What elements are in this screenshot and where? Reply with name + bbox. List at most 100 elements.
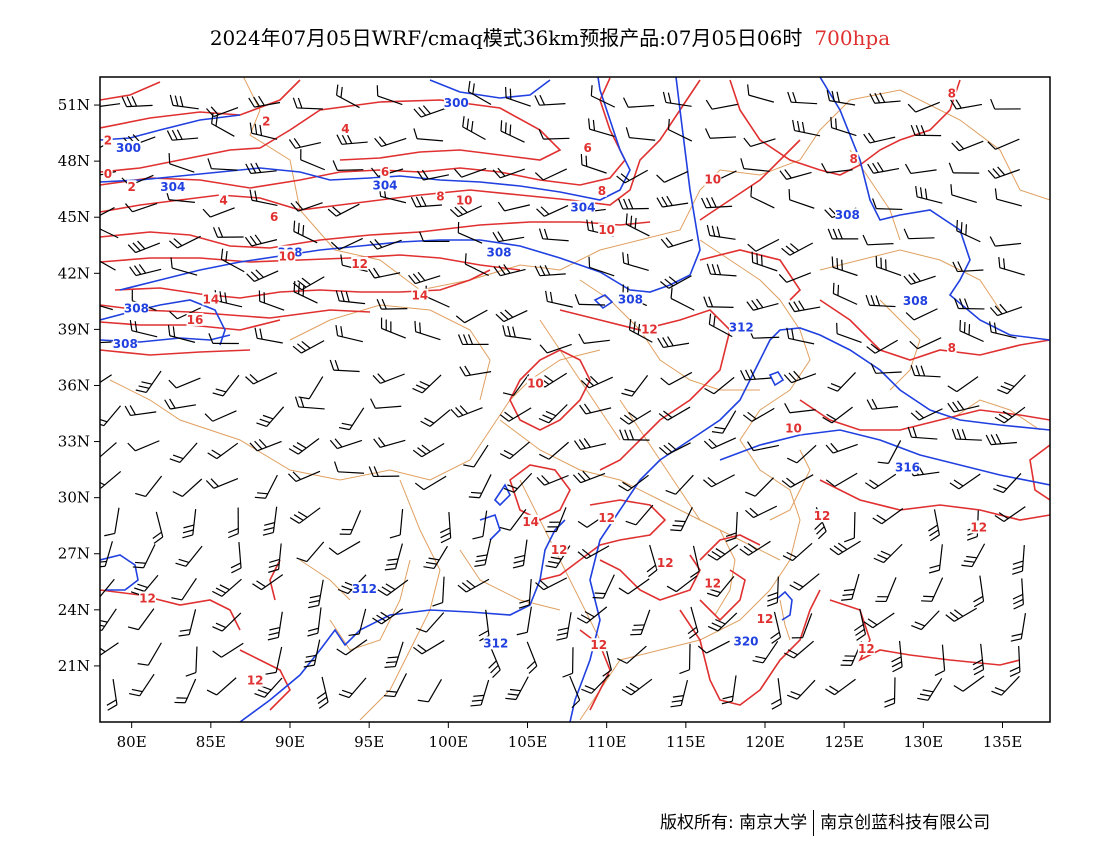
wind-barb: [376, 298, 408, 310]
contour-label: 12: [704, 577, 721, 591]
wind-barb: [413, 639, 445, 655]
wind-barb: [534, 265, 566, 277]
wind-barb: [909, 337, 942, 350]
wind-barb: [867, 162, 900, 174]
wind-barb: [786, 327, 815, 345]
wind-barb: [182, 509, 197, 539]
wind-barb: [950, 184, 977, 204]
wind-barb: [740, 369, 772, 381]
copyright-right: 南京创蓝科技有限公司: [820, 813, 991, 833]
contour-label: 312: [729, 320, 754, 334]
wind-barb: [618, 578, 650, 595]
contour-label-bg: [372, 178, 398, 192]
wind-barb: [884, 677, 896, 708]
contour-label-bg: [103, 133, 113, 147]
wind-barb: [228, 507, 239, 539]
wind-barb: [467, 80, 492, 106]
wind-barb: [990, 98, 1021, 110]
wind-barb: [706, 576, 735, 598]
wind-barb: [574, 294, 606, 306]
wind-barb: [100, 103, 121, 107]
wind-barb: [178, 609, 197, 637]
wind-barb: [372, 373, 405, 384]
wind-barb: [707, 544, 739, 561]
wind-barb: [249, 122, 278, 140]
wind-barb: [470, 679, 490, 707]
contour-label-bg: [340, 122, 351, 136]
contour-label: 316: [895, 461, 920, 475]
wind-barb: [432, 576, 445, 607]
lon-label: 105E: [508, 733, 548, 751]
wind-barb: [327, 203, 360, 217]
wind-barb: [750, 185, 775, 209]
wind-barb: [689, 545, 700, 578]
wind-barb: [667, 118, 693, 142]
wind-barb: [747, 84, 775, 103]
wind-barb: [746, 298, 779, 311]
wind-barb: [829, 540, 861, 556]
wind-barb: [374, 136, 407, 148]
wind-barb: [457, 222, 483, 244]
contour-label-bg: [550, 542, 568, 556]
wind-barb: [423, 545, 448, 570]
lon-label: 125E: [824, 733, 864, 751]
wind-barb: [875, 255, 902, 277]
wind-barb: [827, 228, 859, 240]
wind-barb: [703, 296, 734, 308]
wind-barb: [369, 239, 402, 250]
wind-barb: [907, 101, 940, 113]
wind-barb: [870, 363, 902, 374]
wind-barb: [536, 205, 569, 217]
wind-barb: [185, 646, 198, 677]
lat-label: 21N: [58, 657, 90, 675]
contour-label: 12: [351, 257, 368, 271]
wind-barb: [791, 613, 813, 639]
wind-barb: [911, 610, 940, 631]
contour-label-bg: [218, 193, 229, 207]
wind-barb: [449, 204, 483, 218]
wind-barb: [372, 608, 404, 625]
lat-label: 48N: [58, 152, 90, 170]
wind-barb: [953, 675, 985, 692]
wind-barb: [747, 238, 780, 252]
contour-label: 308: [835, 208, 860, 222]
contour-label-bg: [947, 340, 957, 354]
wind-barb: [994, 188, 1022, 207]
lat-label: 33N: [58, 433, 90, 451]
wind-barb: [670, 506, 693, 532]
wind-barb: [743, 137, 776, 148]
wind-barb: [539, 441, 569, 460]
contour-label-bg: [116, 140, 141, 154]
wind-barb: [100, 260, 116, 271]
wind-barb: [505, 676, 529, 701]
contour-label-bg: [483, 636, 509, 650]
contour-label: 8: [436, 190, 444, 204]
wind-barb: [106, 679, 118, 711]
wind-barb: [332, 160, 364, 171]
contour-label-bg: [202, 292, 220, 306]
wind-barb: [739, 540, 771, 556]
wind-barb: [670, 679, 689, 708]
wind-barb: [208, 333, 239, 345]
wind-barb: [328, 540, 361, 556]
wind-barb: [766, 576, 779, 607]
wind-barb: [826, 89, 856, 106]
wind-barb: [590, 85, 616, 108]
wind-barb: [100, 217, 119, 239]
temperature-labels: 2 0 2 2 4 4 6 6 6 8 8 8 8 8 10 10 10 10 10 10 12 12 12 12 12 12 12…: [103, 86, 988, 688]
contour-label: 308: [903, 294, 928, 308]
wind-barb: [660, 275, 692, 289]
contour-label: 14: [411, 289, 428, 303]
wind-barb: [948, 162, 980, 174]
wind-barb: [454, 167, 487, 178]
contour-label-bg: [704, 576, 722, 590]
wind-barb: [526, 641, 538, 674]
wind-barb: [646, 544, 658, 578]
contour-label: 312: [352, 582, 377, 596]
wind-barb: [380, 317, 406, 339]
wind-barb: [417, 169, 450, 181]
wind-barb: [951, 428, 982, 441]
wind-barb: [100, 541, 113, 568]
contour-label-bg: [598, 223, 616, 237]
wind-barb: [258, 290, 285, 311]
